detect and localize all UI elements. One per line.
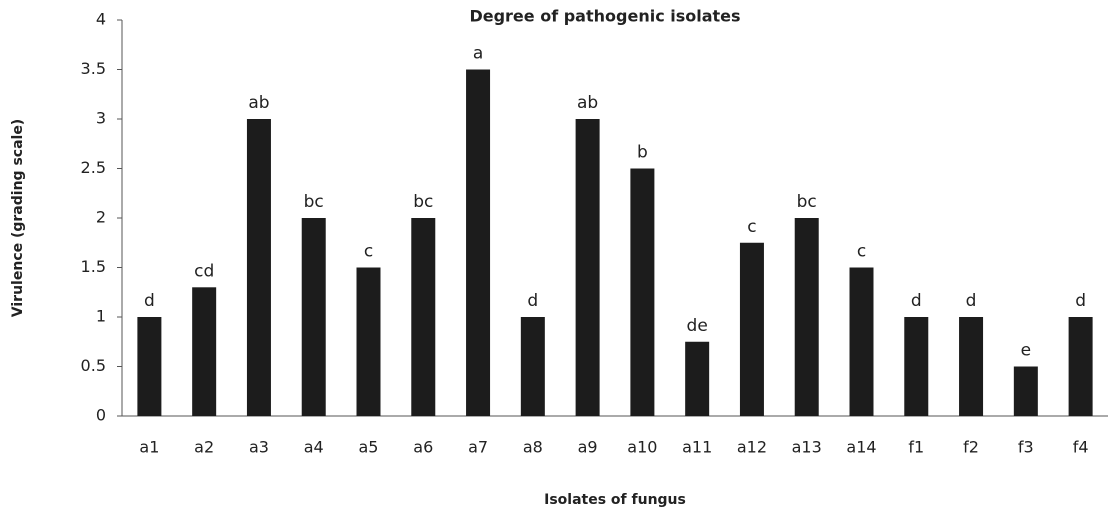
bar [520, 317, 545, 416]
bar-annotation: b [637, 143, 648, 163]
y-tick-label: 2 [96, 208, 106, 227]
bar-annotation: bc [304, 192, 324, 212]
bar-annotation: d [1075, 291, 1086, 311]
y-tick-label: 4 [96, 10, 106, 29]
x-tick-label: a1 [139, 438, 159, 457]
y-tick-label: 0 [96, 406, 106, 425]
bar-annotation: c [747, 217, 756, 237]
bar [356, 267, 381, 416]
x-tick-label: a10 [627, 438, 657, 457]
bar-annotation: e [1021, 341, 1031, 361]
bar [959, 317, 984, 416]
bar [904, 317, 929, 416]
bar [246, 119, 271, 416]
bar [137, 317, 162, 416]
bar-annotation: c [364, 242, 373, 262]
chart-title: Degree of pathogenic isolates [469, 7, 740, 26]
bar-annotation: d [527, 291, 538, 311]
bar-annotation: bc [413, 192, 433, 212]
bar [466, 69, 491, 416]
bar [301, 218, 326, 416]
bar-annotation: cd [194, 261, 214, 281]
bar-annotation: d [144, 291, 155, 311]
bar-annotation: a [473, 44, 483, 64]
bar [411, 218, 436, 416]
x-tick-label: a7 [468, 438, 488, 457]
y-tick-label: 1 [96, 307, 106, 326]
x-tick-label: a13 [792, 438, 822, 457]
x-tick-label: a3 [249, 438, 269, 457]
x-tick-label: a6 [413, 438, 433, 457]
y-tick-label: 3.5 [81, 59, 106, 78]
bar [1068, 317, 1093, 416]
bar-annotation: ab [248, 93, 269, 113]
bar [685, 341, 710, 416]
bar-annotation: d [911, 291, 922, 311]
bar [849, 267, 874, 416]
x-tick-label: a14 [846, 438, 876, 457]
y-tick-label: 2.5 [81, 158, 106, 177]
x-tick-label: a5 [359, 438, 379, 457]
bar [794, 218, 819, 416]
bar [575, 119, 600, 416]
bar-annotation: ab [577, 93, 598, 113]
y-tick-label: 0.5 [81, 356, 106, 375]
bar [630, 168, 655, 416]
x-axis-title: Isolates of fungus [544, 492, 686, 508]
y-tick-label: 3 [96, 109, 106, 128]
x-tick-label: a2 [194, 438, 214, 457]
x-tick-label: a11 [682, 438, 712, 457]
bar [1013, 366, 1038, 416]
bar-annotation: de [687, 316, 708, 336]
bar [192, 287, 217, 416]
x-tick-label: f3 [1018, 438, 1034, 457]
x-tick-label: a9 [578, 438, 598, 457]
x-tick-label: f1 [908, 438, 924, 457]
y-axis-title: Virulence (grading scale) [10, 119, 26, 317]
x-tick-label: f2 [963, 438, 979, 457]
x-tick-label: a12 [737, 438, 767, 457]
x-tick-label: a4 [304, 438, 324, 457]
x-tick-label: f4 [1073, 438, 1089, 457]
bar [739, 242, 764, 416]
bar-annotation: c [857, 242, 866, 262]
x-tick-label: a8 [523, 438, 543, 457]
bar-annotation: d [966, 291, 977, 311]
bar-annotation: bc [797, 192, 817, 212]
y-tick-label: 1.5 [81, 257, 106, 276]
